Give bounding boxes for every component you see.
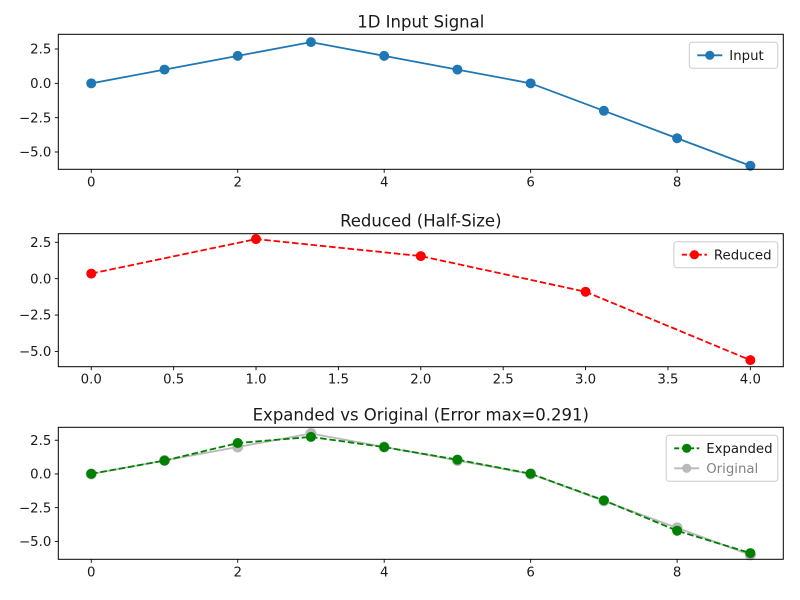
subplot-3-series-original	[85, 428, 756, 561]
subplot-2-legend-sample-marker	[689, 250, 700, 260]
subplot-1-axes-frame	[57, 33, 784, 170]
subplot-1-ytick-label: −5.0	[19, 146, 51, 161]
subplot-3-xtick-label: 0	[87, 565, 95, 580]
subplot-1-legend-label: Input	[729, 49, 763, 64]
subplot-2-reduced-marker	[251, 234, 262, 245]
subplot-2-axes-frame	[57, 233, 784, 368]
subplot-3-expanded-marker	[598, 495, 609, 506]
subplot-2-xtick-label: 3.5	[657, 373, 678, 388]
subplot-3-ytick-label: 2.5	[30, 434, 51, 449]
subplot-3-legend-sample-marker	[682, 463, 692, 473]
subplot-2-reduced-marker	[580, 286, 591, 297]
subplot-3-xtick-label: 8	[673, 565, 681, 580]
subplot-3-ytick-label: −5.0	[19, 535, 51, 550]
subplot-3-expanded-marker	[159, 455, 170, 466]
subplot-2-legend-label: Reduced	[714, 248, 772, 263]
subplot-3-expanded-marker	[672, 525, 683, 536]
subplot-2-reduced-marker	[745, 355, 756, 366]
subplot-2-legend-entry-reduced: Reduced	[681, 248, 772, 263]
subplot-3-expanded-marker	[305, 431, 316, 442]
subplot-3-expanded-line	[91, 436, 751, 554]
subplot-3-legend-entry-expanded: Expanded	[674, 442, 773, 457]
subplot-1-xtick-label: 0	[87, 175, 95, 190]
subplot-1-legend-box	[688, 41, 779, 69]
subplot-1-input-marker	[598, 105, 609, 116]
subplot-3-expanded-marker	[86, 468, 97, 479]
subplot-3-expanded-marker	[745, 548, 756, 559]
subplot-3-expanded-marker	[379, 442, 390, 453]
subplot-2-xtick-label: 2.5	[493, 373, 514, 388]
subplot-1-input-marker	[672, 133, 683, 144]
subplot-3-axes-frame	[57, 426, 784, 560]
subplot-3-xtick-label: 4	[380, 565, 388, 580]
subplot-2-series-reduced	[86, 234, 756, 366]
subplot-2-ytick-label: 2.5	[30, 236, 51, 251]
subplot-3-xtick-label: 2	[233, 565, 241, 580]
subplot-3-legend-label: Original	[706, 462, 758, 477]
subplot-3-legend-box	[665, 434, 779, 482]
subplot-1-xtick-label: 2	[233, 175, 241, 190]
subplot-1-xtick-label: 6	[526, 175, 534, 190]
subplot-1-title: 1D Input Signal	[357, 12, 484, 31]
subplot-1-input-marker	[745, 160, 756, 171]
subplot-1-ytick-label: −2.5	[19, 111, 51, 126]
subplot-1-input-marker	[452, 64, 463, 75]
subplot-3-legend: Expanded Original	[665, 434, 779, 482]
subplot-2-xtick-label: 3.0	[575, 373, 596, 388]
subplot-2-reduced-marker	[415, 251, 426, 262]
subplot-1-ytick-label: 0.0	[30, 77, 51, 92]
subplot-1-input-line	[91, 41, 751, 167]
subplot-2-xtick-label: 0.5	[163, 373, 184, 388]
subplot-1-input-marker	[305, 37, 316, 48]
subplot-1-legend: Input	[688, 41, 779, 69]
subplot-1-input-marker	[159, 64, 170, 75]
subplot-3-ytick-label: −2.5	[19, 501, 51, 516]
subplot-3-original-line	[91, 432, 751, 556]
subplot-2-legend-box	[673, 241, 779, 269]
subplot-1-legend-sample-marker	[705, 50, 715, 60]
subplot-3-ytick-label: 0.0	[30, 468, 51, 483]
subplot-2-xtick-label: 1.5	[328, 373, 349, 388]
subplot-1-input-marker	[232, 50, 243, 61]
subplot-2-ytick-label: −5.0	[19, 345, 51, 360]
subplot-1-xtick-label: 8	[673, 175, 681, 190]
subplot-1-input-marker	[379, 50, 390, 61]
subplot-2-title: Reduced (Half-Size)	[340, 212, 501, 231]
subplot-3-legend-label: Expanded	[706, 442, 772, 457]
subplot-3-legend-sample-marker	[682, 443, 692, 453]
subplot-3-expanded-marker	[525, 468, 536, 479]
subplot-2-xtick-label: 2.0	[410, 373, 431, 388]
subplot-3-series-expanded	[86, 431, 756, 559]
subplot-3-expanded-marker	[232, 438, 243, 449]
subplot-3-xtick-label: 6	[526, 565, 534, 580]
subplot-1-series-input	[86, 37, 756, 171]
subplot-2: Reduced (Half-Size) 0.0 0.5 1.0 1.5 2.0 2.5 3.0…	[19, 212, 784, 388]
subplot-2-ytick-label: 0.0	[30, 272, 51, 287]
subplot-3-expanded-marker	[452, 454, 463, 465]
subplot-2-ytick-label: −2.5	[19, 309, 51, 324]
subplot-1-input-marker	[86, 78, 97, 89]
subplot-3-legend-entry-original: Original	[674, 462, 758, 477]
subplot-2-legend: Reduced	[673, 241, 779, 269]
subplot-1-ytick-label: 2.5	[30, 43, 51, 58]
subplot-1-xtick-label: 4	[380, 175, 388, 190]
subplot-3: Expanded vs Original (Error max=0.291) 0 2…	[19, 405, 784, 580]
subplot-2-reduced-line	[91, 238, 751, 361]
subplot-3-title: Expanded vs Original (Error max=0.291)	[253, 405, 589, 424]
subplot-1: 1D Input Signal 0 2 4 6 8 2.5 0.0 −2.5 −5.0 Input	[19, 12, 784, 190]
subplot-2-xtick-label: 1.0	[245, 373, 266, 388]
subplot-2-reduced-marker	[86, 268, 97, 279]
subplot-1-input-marker	[525, 78, 536, 89]
subplot-2-xtick-label: 0.0	[81, 373, 102, 388]
subplot-1-legend-entry-input: Input	[697, 49, 764, 64]
subplot-2-xtick-label: 4.0	[740, 373, 761, 388]
